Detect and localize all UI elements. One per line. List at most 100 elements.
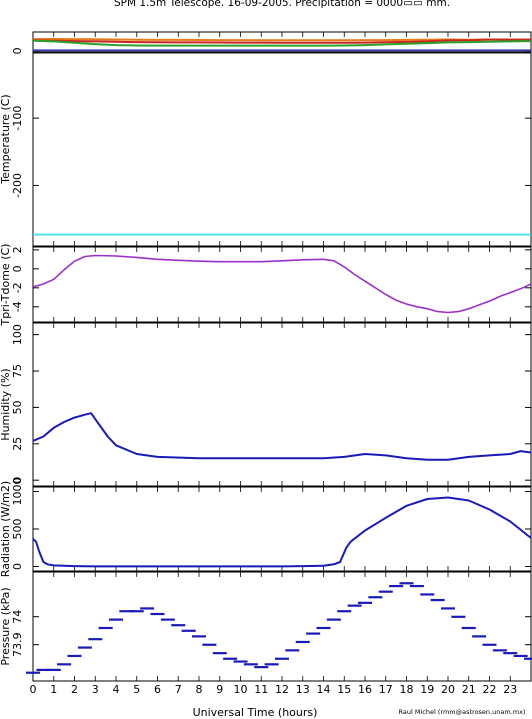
pressure-point bbox=[503, 652, 518, 655]
pressure-point bbox=[67, 654, 82, 658]
pressure-point bbox=[492, 649, 507, 652]
pressure-point bbox=[358, 601, 372, 604]
x-tick-label: 16 bbox=[358, 683, 372, 696]
x-tick-label: 11 bbox=[254, 683, 268, 696]
y-tick-label: 0 bbox=[11, 477, 24, 484]
pressure-point bbox=[285, 649, 300, 652]
y-tick-label: 50 bbox=[11, 400, 24, 414]
pressure-point bbox=[295, 640, 310, 644]
x-tick-label: 4 bbox=[113, 683, 120, 696]
y-tick-label: 0 bbox=[11, 47, 24, 54]
pressure-point bbox=[482, 643, 497, 646]
x-tick-label: 22 bbox=[483, 683, 497, 696]
panel-frame bbox=[32, 322, 532, 487]
series-line-1 bbox=[32, 254, 532, 314]
pressure-point bbox=[441, 607, 455, 610]
x-tick-label: 2 bbox=[71, 683, 78, 696]
pressure-point bbox=[420, 593, 435, 596]
y-axis-label: Temperature (C) bbox=[0, 94, 12, 184]
y-tick-label: 1000 bbox=[11, 478, 24, 506]
x-tick-label: 3 bbox=[92, 683, 99, 696]
pressure-point bbox=[264, 663, 279, 666]
pressure-point bbox=[129, 610, 144, 613]
pressure-point bbox=[57, 663, 72, 666]
pressure-point bbox=[399, 582, 414, 585]
pressure-point bbox=[513, 654, 528, 658]
pressure-point bbox=[98, 626, 113, 630]
x-tick-label: 7 bbox=[175, 683, 182, 696]
pressure-point bbox=[389, 584, 404, 588]
x-tick-label: 13 bbox=[296, 683, 310, 696]
x-tick-label: 10 bbox=[234, 683, 248, 696]
panel-frame bbox=[32, 246, 532, 323]
pressure-point bbox=[150, 612, 165, 616]
pressure-point bbox=[181, 629, 196, 632]
x-tick-label: 17 bbox=[379, 683, 393, 696]
x-tick-label: 12 bbox=[275, 683, 289, 696]
panel-frame bbox=[32, 571, 532, 682]
pressure-point bbox=[171, 624, 186, 627]
y-tick-label: 0 bbox=[11, 563, 24, 570]
y-tick-label: 2 bbox=[11, 246, 24, 253]
pressure-point bbox=[140, 607, 155, 610]
pressure-point bbox=[378, 590, 393, 593]
series-line-1 bbox=[32, 496, 532, 568]
x-tick-label: 19 bbox=[420, 683, 434, 696]
y-axis-label: Humidity (%) bbox=[0, 368, 12, 440]
x-tick-label: 5 bbox=[133, 683, 140, 696]
pressure-point bbox=[337, 610, 352, 613]
pressure-point bbox=[461, 626, 476, 630]
pressure-point bbox=[306, 632, 321, 635]
y-tick-label: 100 bbox=[11, 324, 24, 345]
pressure-point bbox=[472, 635, 487, 638]
y-tick-label: -100 bbox=[11, 106, 24, 131]
y-tick-label: 75 bbox=[11, 364, 24, 378]
y-tick-label: 0 bbox=[11, 265, 24, 272]
x-axis-ticks: 0 1 2 3 4 5 6 7 8 9 10 11 12 13 14 15 16 17 18 19 20 21 22 23 bbox=[30, 683, 518, 696]
pressure-point bbox=[160, 618, 175, 621]
y-tick-label: 25 bbox=[11, 437, 24, 451]
panel-frame bbox=[32, 31, 532, 247]
pressure-point bbox=[26, 671, 40, 674]
pressure-point bbox=[316, 626, 331, 630]
figure-title: SPM 1.5m Telescope. 16-09-2005. Precipit… bbox=[114, 0, 450, 9]
pressure-point bbox=[77, 646, 92, 649]
x-tick-label: 21 bbox=[462, 683, 476, 696]
y-tick-label: -4 bbox=[11, 301, 24, 312]
x-tick-label: 20 bbox=[441, 683, 455, 696]
x-tick-label: 1 bbox=[50, 683, 57, 696]
y-axis-label: Pressure (kPa) bbox=[0, 587, 12, 665]
y-axis-label: Radiation (W/m2) bbox=[0, 481, 12, 577]
y-tick-label: 74 bbox=[11, 610, 24, 624]
pressure-point bbox=[451, 615, 466, 618]
pressure-point bbox=[524, 657, 532, 660]
pressure-point bbox=[326, 618, 341, 621]
x-tick-label: 0 bbox=[30, 683, 37, 696]
x-tick-label: 23 bbox=[503, 683, 517, 696]
pressure-point bbox=[254, 666, 269, 669]
pressure-point bbox=[36, 668, 51, 672]
pressure-point bbox=[275, 657, 289, 660]
pressure-point bbox=[430, 598, 445, 602]
pressure-point bbox=[212, 652, 227, 655]
x-axis-label: Universal Time (hours) bbox=[193, 706, 318, 719]
panel-3: 0 25 50 75 100 Humidity (%) bbox=[0, 322, 532, 487]
pressure-point bbox=[202, 643, 217, 646]
x-tick-label: 15 bbox=[337, 683, 351, 696]
pressure-point bbox=[46, 668, 61, 672]
x-tick-label: 9 bbox=[216, 683, 223, 696]
pressure-point bbox=[119, 610, 134, 613]
x-tick-label: 18 bbox=[400, 683, 414, 696]
series-line-3 bbox=[32, 39, 532, 47]
y-tick-label: -200 bbox=[11, 173, 24, 198]
credit-text: Raul Michel (rmm@astrosen.unam.mx) bbox=[399, 708, 526, 716]
series-line-1 bbox=[32, 412, 532, 461]
pressure-point bbox=[243, 663, 258, 666]
y-tick-label: 73.9 bbox=[11, 632, 24, 657]
